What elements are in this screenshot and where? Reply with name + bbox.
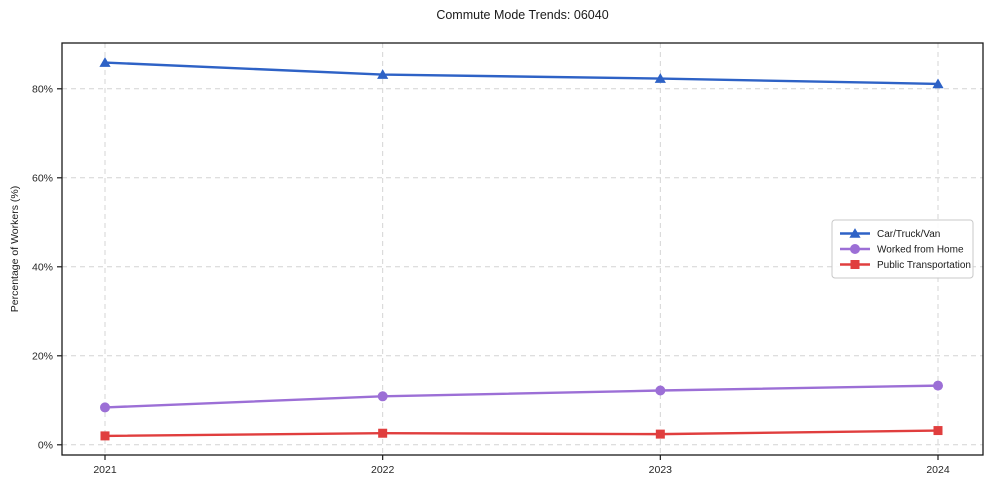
data-point-marker — [377, 391, 388, 402]
data-point-marker — [378, 428, 388, 438]
x-tick-label: 2023 — [649, 464, 673, 476]
y-tick-label: 60% — [32, 173, 53, 185]
data-point-marker — [850, 244, 860, 254]
data-point-marker — [850, 260, 860, 269]
data-point-marker — [655, 429, 665, 439]
series-line — [104, 384, 939, 409]
series-worked-from-home — [100, 380, 943, 413]
y-tick-label: 40% — [32, 262, 53, 274]
legend: Car/Truck/Van Worked from Home Public Tran… — [831, 219, 974, 279]
data-point-marker — [933, 380, 943, 391]
data-point-marker — [655, 385, 666, 396]
tick-marks — [57, 88, 939, 460]
data-point-marker — [932, 78, 944, 89]
data-point-marker — [377, 69, 389, 79]
data-point-marker — [849, 228, 861, 238]
y-tick-label: 80% — [32, 84, 53, 96]
legend-label: Car/Truck/Van — [877, 229, 940, 240]
y-axis-label: Percentage of Workers (%) — [9, 185, 21, 313]
legend-item: Car/Truck/Van — [840, 228, 940, 240]
legend-item: Public Transportation — [840, 260, 971, 271]
data-point-marker — [654, 73, 666, 83]
legend-item: Worked from Home — [840, 244, 964, 256]
tick-labels: 0% 20% 40% 60% 80% 2021 2022 2023 2024 — [32, 84, 950, 476]
data-point-marker — [100, 402, 110, 413]
plot-border — [61, 42, 984, 456]
series-public-transportation — [100, 426, 943, 441]
series-line — [104, 429, 939, 438]
series-line — [104, 61, 939, 86]
data-point-marker — [99, 57, 111, 67]
series-car-truck-van — [99, 57, 944, 89]
data-point-marker — [100, 431, 110, 441]
data-point-marker — [933, 426, 943, 436]
x-tick-label: 2024 — [926, 464, 950, 476]
x-tick-label: 2022 — [371, 464, 395, 476]
legend-label: Worked from Home — [877, 245, 964, 256]
legend-label: Public Transportation — [877, 260, 971, 271]
x-tick-label: 2021 — [93, 464, 117, 476]
y-tick-label: 0% — [38, 440, 53, 452]
chart-title: Commute Mode Trends: 06040 — [436, 8, 609, 22]
y-tick-label: 20% — [32, 351, 53, 363]
